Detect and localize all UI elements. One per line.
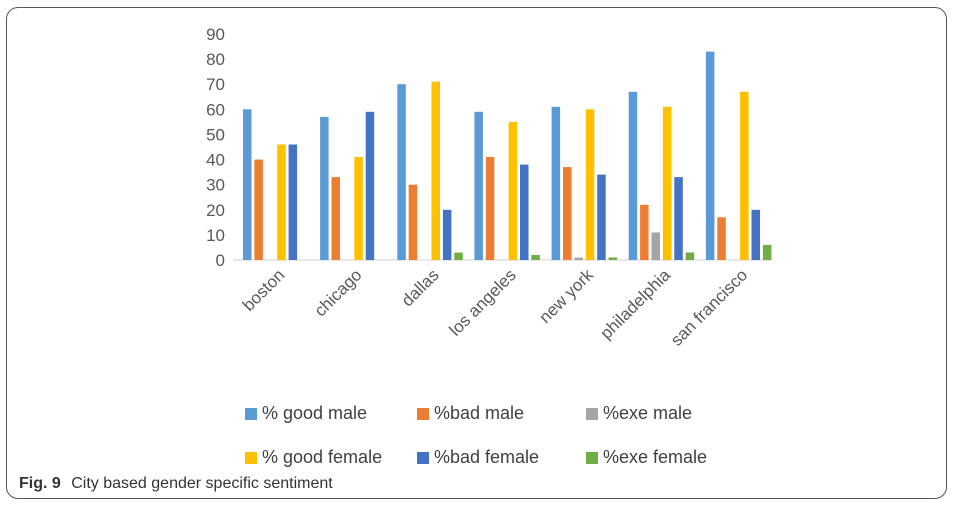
legend-label: %exe female: [603, 447, 708, 467]
bar: [563, 167, 572, 260]
y-tick-label: 30: [206, 176, 225, 195]
bar: [674, 177, 683, 260]
bar: [474, 111, 483, 260]
figure-caption-text: City based gender specific sentiment: [71, 475, 333, 492]
bar: [365, 111, 375, 260]
bar: [288, 144, 298, 260]
y-tick-label: 40: [206, 151, 225, 170]
bar: [717, 217, 726, 260]
bar: [740, 91, 749, 260]
legend-swatch: [417, 451, 429, 464]
y-tick-label: 70: [206, 75, 225, 94]
y-tick-label: 20: [206, 201, 225, 220]
bar: [762, 244, 772, 260]
legend-item: % good male: [245, 403, 367, 424]
legend-label: % good male: [262, 403, 368, 423]
bar: [277, 144, 286, 260]
y-tick-label: 90: [206, 25, 225, 44]
bar: [651, 232, 660, 260]
legend-swatch: [586, 451, 598, 464]
bar: [705, 51, 715, 260]
bar: [454, 252, 463, 260]
legend-item: %bad male: [417, 403, 524, 424]
x-tick-label: los angeles: [446, 265, 520, 339]
bar: [508, 121, 518, 261]
y-tick-label: 10: [206, 226, 225, 245]
legend-item: %bad female: [417, 447, 539, 468]
bar: [585, 109, 595, 260]
bar: [520, 164, 529, 260]
legend-label: % good female: [262, 447, 383, 467]
y-tick-label: 60: [206, 100, 225, 119]
legend-swatch: [245, 451, 257, 464]
bar: [751, 209, 760, 260]
x-tick-label: chicago: [311, 265, 366, 320]
y-tick-label: 80: [206, 50, 225, 69]
legend-item: % good female: [245, 447, 382, 468]
x-axis-ticks: boston chicago dallas los angeles new york ph…: [239, 265, 751, 350]
x-tick-label: san francisco: [667, 265, 751, 349]
bar: [485, 157, 495, 260]
bar: [397, 84, 406, 260]
bar: [243, 109, 252, 260]
bar: [320, 116, 329, 261]
bar: [662, 106, 672, 260]
bar: [442, 209, 452, 260]
x-tick-label: philadelphia: [597, 265, 675, 343]
y-tick-label: 0: [216, 251, 225, 270]
legend-item: %exe male: [586, 403, 692, 424]
legend-label: %exe male: [603, 403, 693, 423]
bar: [531, 255, 540, 260]
legend-swatch: [586, 407, 598, 420]
bars: [243, 51, 772, 261]
figure-frame: [6, 7, 947, 499]
x-tick-label: boston: [239, 265, 289, 315]
x-tick-label: new york: [535, 265, 597, 327]
bar: [574, 257, 583, 260]
bar: [551, 106, 561, 260]
bar: [640, 204, 649, 260]
legend-label: %bad female: [434, 447, 540, 467]
bar: [597, 174, 606, 260]
bar: [431, 81, 440, 260]
figure-caption: Fig. 9 City based gender specific sentim…: [19, 475, 333, 493]
legend-swatch: [417, 407, 429, 420]
bar: [354, 157, 363, 260]
bar: [408, 184, 418, 260]
bar: [628, 91, 638, 260]
bar: [331, 177, 340, 260]
x-tick-label: dallas: [398, 265, 443, 310]
bar: [254, 159, 263, 260]
bar: [608, 257, 618, 260]
figure-label: Fig. 9: [19, 475, 61, 492]
bar: [685, 252, 695, 260]
legend-swatch: [245, 407, 257, 420]
y-tick-label: 50: [206, 125, 225, 144]
legend-label: %bad male: [434, 403, 525, 423]
y-axis-ticks: 0 10 20 30 40 50 60 70 80 90: [206, 25, 225, 270]
legend-item: %exe female: [586, 447, 707, 468]
